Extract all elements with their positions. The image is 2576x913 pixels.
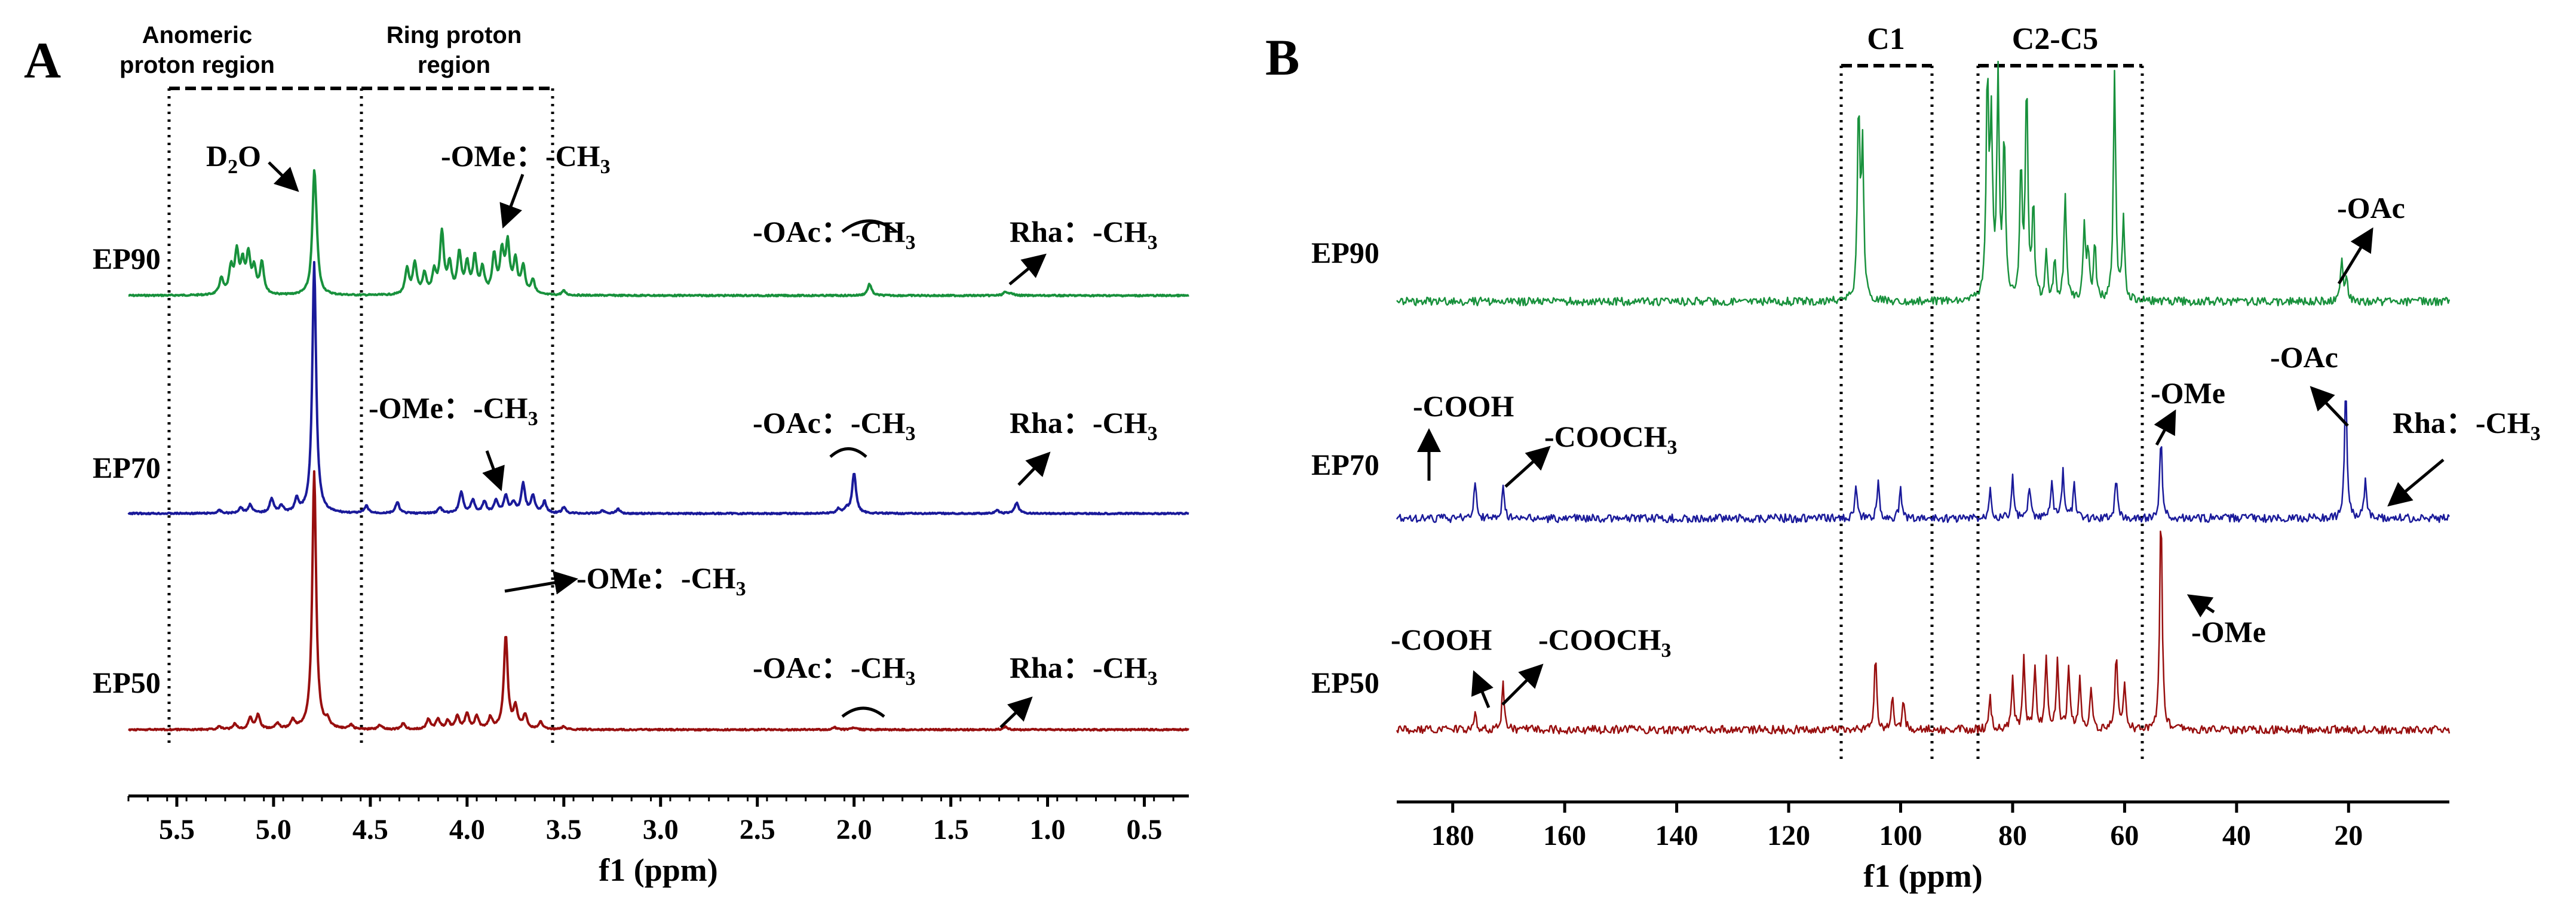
sample-label-b-ep90: EP90: [1311, 236, 1379, 269]
ep50-cooch3-label: -COOCH3: [1538, 623, 1672, 662]
ep50-ome-arrow: [504, 571, 578, 595]
x-tick-label-b-7: 40: [2222, 820, 2251, 851]
anomeric-region-label-line2: proton region: [119, 52, 275, 78]
x-tick-label-a-0: 5.5: [159, 814, 195, 846]
x-tick-label-b-4: 100: [1879, 820, 1922, 851]
ep50-cooch3-arrow: [1501, 663, 1544, 706]
ep50-ome-label: -OMe：-CH3: [576, 561, 746, 600]
x-axis-ticks-a: 5.5 5.0 4.5 4.0 3.5 3.0 2.5 2.0 1.5 1.0 0.5: [127, 796, 1174, 846]
c2-c5-region-label: C2-C5: [2012, 22, 2098, 56]
ep70-cooh-label: -COOH: [1413, 389, 1514, 423]
panel-b: B C1 C2-C5 EP90 EP70 EP50 -OAc -COOH -CO…: [1265, 22, 2541, 894]
ep90-ome-arrow: [499, 174, 525, 229]
sample-label-a-ep70: EP70: [93, 451, 161, 484]
x-tick-label-a-3: 4.0: [449, 814, 485, 846]
spectrum-b-ep90: [1396, 60, 2451, 307]
ep50-ome-label-b: -OMe: [2191, 615, 2266, 648]
spectrum-a-ep90: [128, 169, 1189, 298]
ep70-oac-label-b: -OAc: [2270, 340, 2338, 374]
panel-a-letter: A: [24, 32, 61, 89]
x-tick-label-a-4: 3.5: [546, 814, 582, 846]
ep70-rha-label: Rha：-CH3: [1010, 406, 1158, 445]
ep50-ome-arrow-b: [2186, 594, 2215, 617]
x-axis-ticks-b: 180 160 140 120 100 80 60 40 20: [1431, 802, 2363, 851]
x-tick-label-b-8: 20: [2334, 820, 2363, 851]
ep50-cooh-arrow: [1471, 670, 1494, 708]
ep70-rha-arrow-b: [2387, 459, 2445, 507]
d2o-arrow: [268, 161, 299, 192]
spectrum-a-ep50: [128, 470, 1189, 732]
ep70-ome-arrow-b: [2154, 409, 2176, 446]
ep90-b-oac-arrow: [2337, 227, 2373, 285]
ep90-b-oac-label: -OAc: [2337, 191, 2405, 225]
x-tick-label-b-6: 60: [2110, 820, 2139, 851]
x-tick-label-a-1: 5.0: [256, 814, 292, 846]
ep70-oac-label: -OAc：-CH3: [753, 406, 916, 445]
x-tick-label-a-2: 4.5: [352, 814, 388, 846]
x-tick-label-b-3: 120: [1767, 820, 1810, 851]
c1-region-label: C1: [1867, 22, 1905, 56]
x-tick-label-a-6: 2.5: [740, 814, 775, 846]
spectrum-a-ep70: [127, 261, 1189, 516]
x-axis-label-b: f1 (ppm): [1863, 858, 1983, 894]
sample-label-b-ep50: EP50: [1311, 666, 1379, 699]
x-axis-label-a: f1 (ppm): [599, 852, 718, 888]
ep70-cooch3-arrow: [1504, 445, 1551, 488]
x-tick-label-b-2: 140: [1655, 820, 1698, 851]
anomeric-region-label-line1: Anomeric: [142, 22, 253, 48]
panel-b-letter: B: [1265, 29, 1299, 86]
ep90-ome-label: -OMe：-CH3: [441, 139, 611, 178]
ep50-oac-label: -OAc：-CH3: [753, 651, 916, 690]
ep50-oac-bracket: [841, 706, 885, 718]
ring-region-label-line1: Ring proton: [387, 22, 522, 48]
ep70-rha-label-b: Rha：-CH3: [2393, 406, 2541, 445]
ep70-ome-label: -OMe：-CH3: [369, 391, 538, 430]
x-tick-label-a-8: 1.5: [933, 814, 969, 846]
spectrum-b-ep50: [1396, 530, 2451, 735]
sample-label-a-ep50: EP50: [93, 666, 161, 699]
sample-label-b-ep70: EP70: [1311, 448, 1379, 481]
ring-region-label-line2: region: [418, 52, 490, 78]
ep50-cooh-label: -COOH: [1391, 623, 1492, 656]
ep90-rha-arrow: [1008, 253, 1047, 285]
x-tick-label-a-7: 2.0: [836, 814, 872, 846]
x-tick-label-b-0: 180: [1431, 820, 1474, 851]
x-tick-label-a-10: 0.5: [1127, 814, 1163, 846]
ep90-oac-bracket: [841, 219, 897, 233]
d2o-label: D2O: [206, 139, 261, 178]
ep70-cooch3-label: -COOCH3: [1544, 420, 1678, 459]
x-tick-label-a-5: 3.0: [643, 814, 679, 846]
ep70-oac-bracket: [829, 447, 867, 458]
ep70-rha-arrow: [1017, 451, 1051, 486]
spectrum-b-ep70: [1396, 400, 2451, 524]
ep50-rha-label: Rha：-CH3: [1010, 651, 1158, 690]
sample-label-a-ep90: EP90: [93, 242, 161, 275]
ep50-rha-arrow: [999, 696, 1033, 728]
x-tick-label-b-5: 80: [1998, 820, 2027, 851]
ep70-ome-label-b: -OMe: [2151, 376, 2225, 410]
panel-a: A Anomeric proton region Ring proton reg…: [24, 22, 1189, 888]
ep70-oac-arrow-b: [2310, 386, 2349, 427]
x-tick-label-b-1: 160: [1543, 820, 1586, 851]
ep90-rha-label: Rha：-CH3: [1010, 215, 1158, 254]
x-tick-label-a-9: 1.0: [1030, 814, 1066, 846]
ep90-oac-label: -OAc：-CH3: [753, 215, 916, 254]
ep70-ome-arrow: [482, 450, 505, 491]
